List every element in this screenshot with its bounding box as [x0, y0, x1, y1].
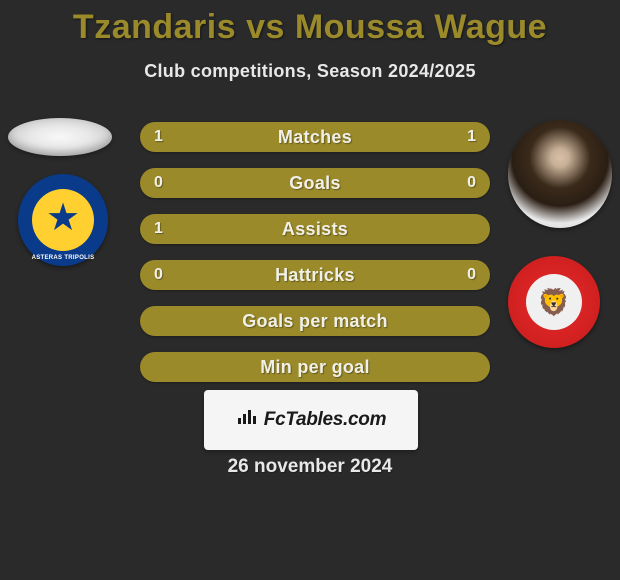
club-left-label: ASTERAS TRIPOLIS: [18, 255, 108, 261]
stat-bar-hattricks: 0 Hattricks 0: [140, 260, 490, 290]
stat-bar-assists: 1 Assists: [140, 214, 490, 244]
stat-bar-min-per-goal: Min per goal: [140, 352, 490, 382]
stats-bars: 1 Matches 1 0 Goals 0 1 Assists 0 Hattri…: [140, 122, 490, 398]
stat-right-value: 1: [467, 128, 476, 146]
page-subtitle: Club competitions, Season 2024/2025: [0, 61, 620, 82]
stat-label: Min per goal: [260, 357, 370, 378]
footer-brand-text: FcTables.com: [264, 409, 386, 431]
stat-label: Matches: [278, 127, 352, 148]
stat-bar-goals-per-match: Goals per match: [140, 306, 490, 336]
stat-label: Hattricks: [275, 265, 355, 286]
page-title: Tzandaris vs Moussa Wague: [0, 0, 620, 47]
stat-label: Goals: [289, 173, 341, 194]
stat-label: Assists: [282, 219, 348, 240]
footer-brand-box: FcTables.com: [204, 390, 418, 450]
chart-icon: [236, 408, 258, 432]
stat-bar-matches: 1 Matches 1: [140, 122, 490, 152]
star-icon: ★: [46, 199, 80, 237]
club-left-badge: ★ ASTERAS TRIPOLIS: [18, 174, 108, 266]
player-left-avatar: [8, 118, 112, 156]
stat-left-value: 1: [154, 128, 163, 146]
date-label: 26 november 2024: [0, 456, 620, 478]
player-right-avatar: [508, 120, 612, 228]
stat-right-value: 0: [467, 174, 476, 192]
stat-left-value: 1: [154, 220, 163, 238]
lion-icon: 🦁: [538, 287, 570, 318]
stat-left-value: 0: [154, 266, 163, 284]
stat-right-value: 0: [467, 266, 476, 284]
stat-bar-goals: 0 Goals 0: [140, 168, 490, 198]
club-left-badge-inner: ★: [32, 189, 94, 251]
club-right-badge-inner: 🦁: [526, 274, 582, 330]
club-right-badge: 🦁: [508, 256, 600, 348]
stat-left-value: 0: [154, 174, 163, 192]
stat-label: Goals per match: [242, 311, 388, 332]
